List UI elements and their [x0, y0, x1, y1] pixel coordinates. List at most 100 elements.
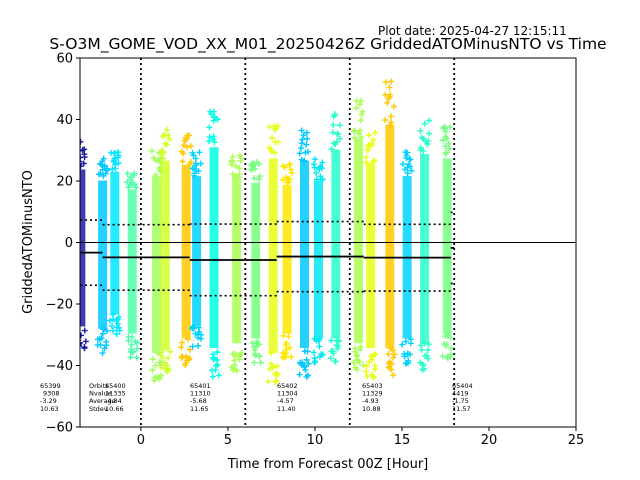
data-point — [237, 157, 244, 164]
data-point — [74, 340, 80, 346]
data-point — [270, 364, 277, 371]
chart-title: S-O3M_GOME_VOD_XX_M01_20250426Z GriddedA… — [49, 35, 606, 54]
data-point — [190, 152, 197, 159]
y-tick-label: −60 — [46, 421, 73, 436]
data-point — [268, 148, 275, 155]
data-point — [363, 368, 370, 375]
stat-nvalue: 11310 — [190, 390, 211, 398]
point-band — [265, 123, 282, 385]
point-band — [350, 97, 367, 373]
data-point — [298, 361, 305, 368]
data-point — [360, 362, 367, 369]
data-point — [282, 349, 289, 356]
data-point — [296, 150, 303, 157]
data-point — [367, 353, 374, 360]
data-point — [255, 176, 262, 183]
point-band — [279, 160, 295, 361]
data-point — [159, 148, 166, 155]
data-point — [288, 169, 295, 176]
data-point — [100, 172, 107, 179]
data-point — [128, 341, 135, 348]
data-point — [149, 367, 156, 374]
data-point — [111, 155, 118, 162]
data-point — [236, 171, 243, 178]
stat-orbit-number: 65399 — [40, 382, 61, 390]
data-point — [286, 162, 293, 169]
data-point — [440, 137, 447, 144]
point-band-core — [385, 125, 395, 349]
data-point — [193, 167, 200, 174]
data-point — [370, 136, 377, 143]
data-point — [115, 324, 122, 331]
stat-label: Average — [89, 397, 116, 405]
data-point — [129, 333, 136, 340]
data-point — [209, 351, 216, 358]
stat-stdev: 10.88 — [362, 405, 381, 413]
data-point — [206, 124, 213, 131]
data-point — [336, 135, 343, 142]
stat-stdev: 10.63 — [40, 405, 59, 413]
x-tick-label: 25 — [568, 433, 585, 448]
data-point — [356, 101, 363, 108]
point-band — [327, 111, 343, 365]
stat-orbit-number: 65404 — [452, 382, 473, 390]
data-point — [310, 349, 317, 356]
data-point — [365, 132, 372, 139]
stat-average: -4.57 — [277, 397, 294, 405]
data-point — [80, 345, 82, 347]
data-point — [406, 351, 413, 358]
data-point — [133, 184, 140, 191]
data-point — [124, 170, 131, 177]
point-band — [94, 155, 111, 357]
data-point — [189, 343, 196, 350]
point-band-core — [181, 165, 191, 339]
data-point — [358, 97, 365, 104]
data-point — [424, 140, 431, 147]
point-band-core — [110, 171, 120, 315]
stat-average: -5.68 — [190, 397, 207, 405]
data-point — [116, 327, 123, 334]
data-point — [421, 340, 428, 347]
data-point — [402, 166, 409, 173]
stat-label: Stdev — [89, 405, 108, 413]
data-point — [81, 151, 88, 158]
data-point — [231, 366, 238, 373]
data-point — [358, 111, 365, 118]
data-point — [390, 354, 397, 361]
data-point — [418, 342, 425, 349]
data-point — [358, 133, 365, 140]
data-point — [285, 333, 292, 340]
data-point — [403, 154, 410, 161]
data-point — [253, 159, 260, 166]
data-point — [404, 170, 411, 177]
data-point — [82, 338, 89, 345]
data-point — [80, 158, 83, 165]
data-point — [303, 129, 310, 136]
data-point — [330, 121, 337, 128]
data-point — [191, 172, 198, 179]
data-point — [186, 161, 193, 168]
stat-nvalue: 9308 — [43, 390, 60, 398]
point-band — [363, 129, 379, 381]
data-point — [125, 337, 132, 344]
data-point — [127, 174, 134, 181]
data-point — [210, 117, 217, 124]
data-point — [129, 180, 136, 187]
data-point — [251, 175, 258, 182]
data-point — [74, 150, 80, 156]
data-point — [301, 362, 308, 369]
data-point — [372, 129, 379, 136]
data-point — [187, 143, 194, 150]
data-point — [101, 163, 108, 170]
data-point — [357, 117, 364, 124]
point-band — [310, 156, 326, 366]
data-point — [372, 351, 379, 358]
data-point — [311, 335, 318, 342]
stat-nvalue: 11335 — [105, 390, 126, 398]
data-point — [353, 366, 360, 373]
data-point — [210, 136, 217, 143]
data-point — [405, 161, 412, 168]
point-band — [206, 108, 222, 380]
data-point — [132, 338, 139, 345]
